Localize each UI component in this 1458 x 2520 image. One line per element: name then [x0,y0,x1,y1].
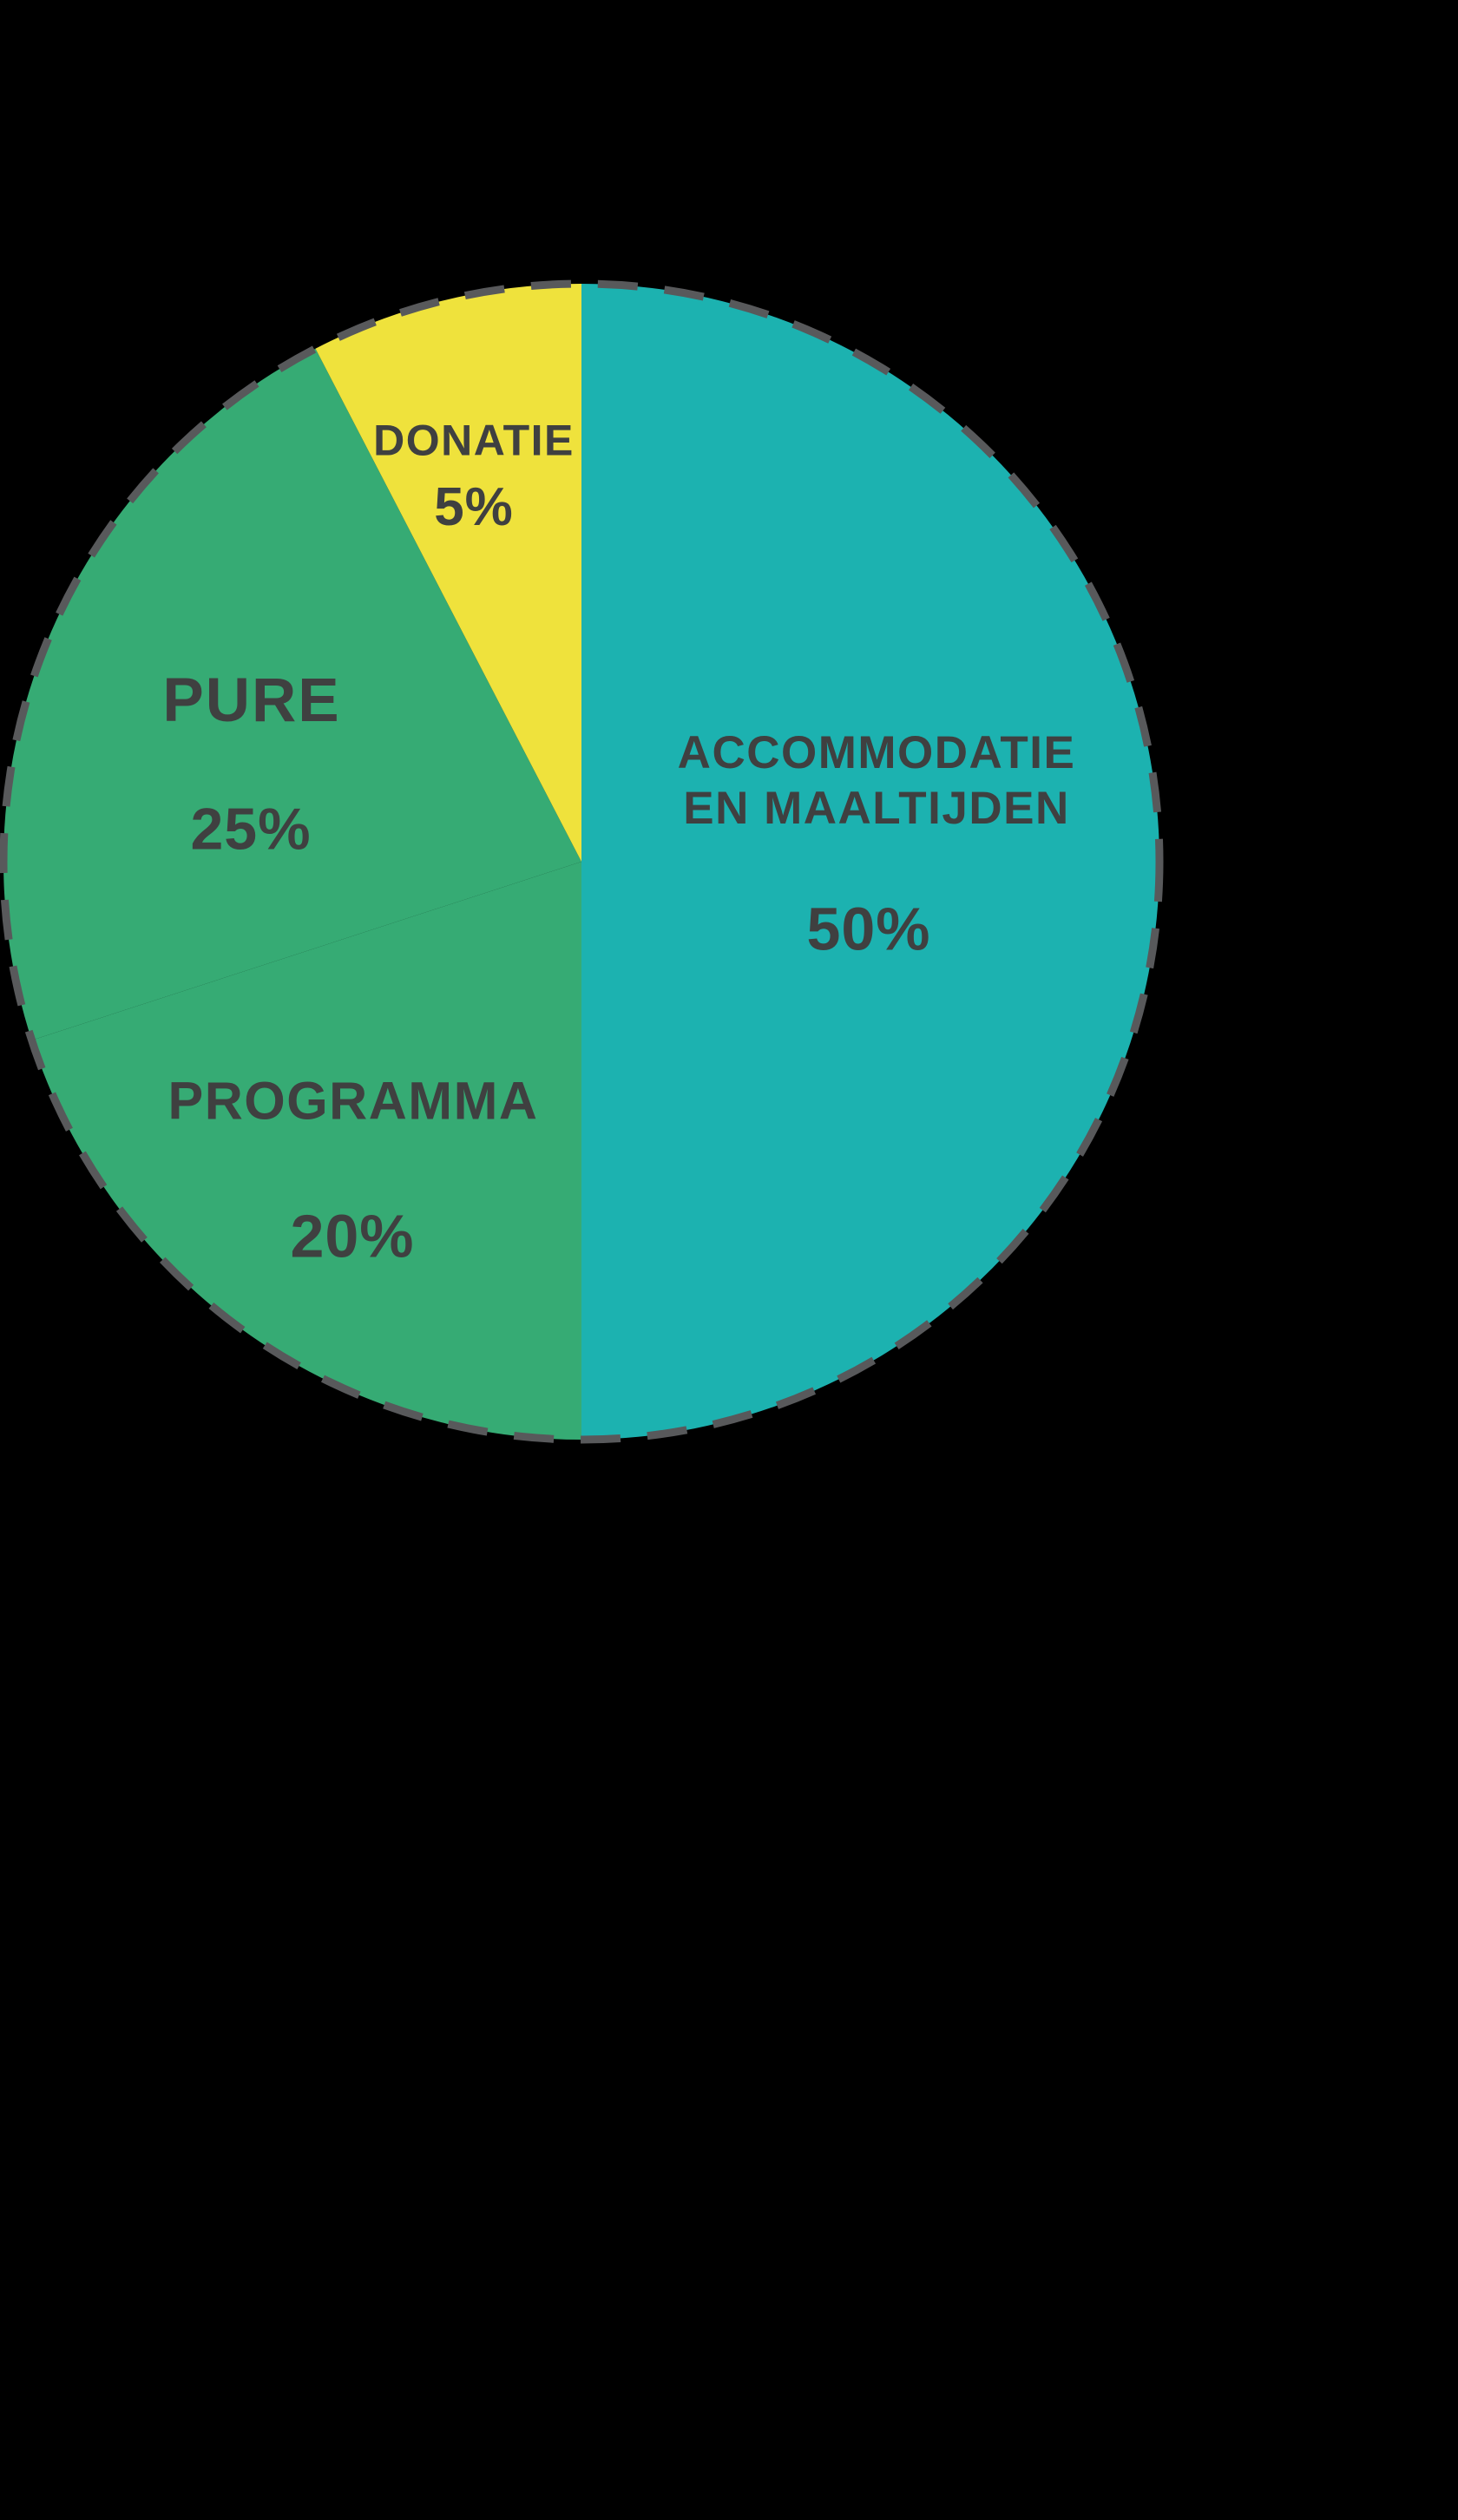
slice-label-donatie: DONATIE [373,416,575,465]
slice-programma [31,862,582,1440]
slice-accommodatie-en-maaltijden [581,284,1159,1440]
slice-label-accommodatie-line2: EN MAALTIJDEN [683,783,1070,834]
slice-label-accommodatie: ACCOMMODATIE EN MAALTIJDEN [678,725,1076,837]
slice-label-programma: PROGRAMMA [167,1071,539,1131]
slice-value-pure: 25% [190,796,312,863]
slice-value-programma: 20% [290,1202,415,1270]
pie-dashed-outline [0,279,1164,1444]
slice-pure [3,348,581,1040]
slice-value-donatie: 5% [434,476,514,537]
slice-donatie [315,284,581,862]
slice-label-pure: PURE [162,666,341,735]
slice-value-accommodatie: 50% [806,895,931,963]
slice-label-accommodatie-line1: ACCOMMODATIE [677,727,1076,778]
